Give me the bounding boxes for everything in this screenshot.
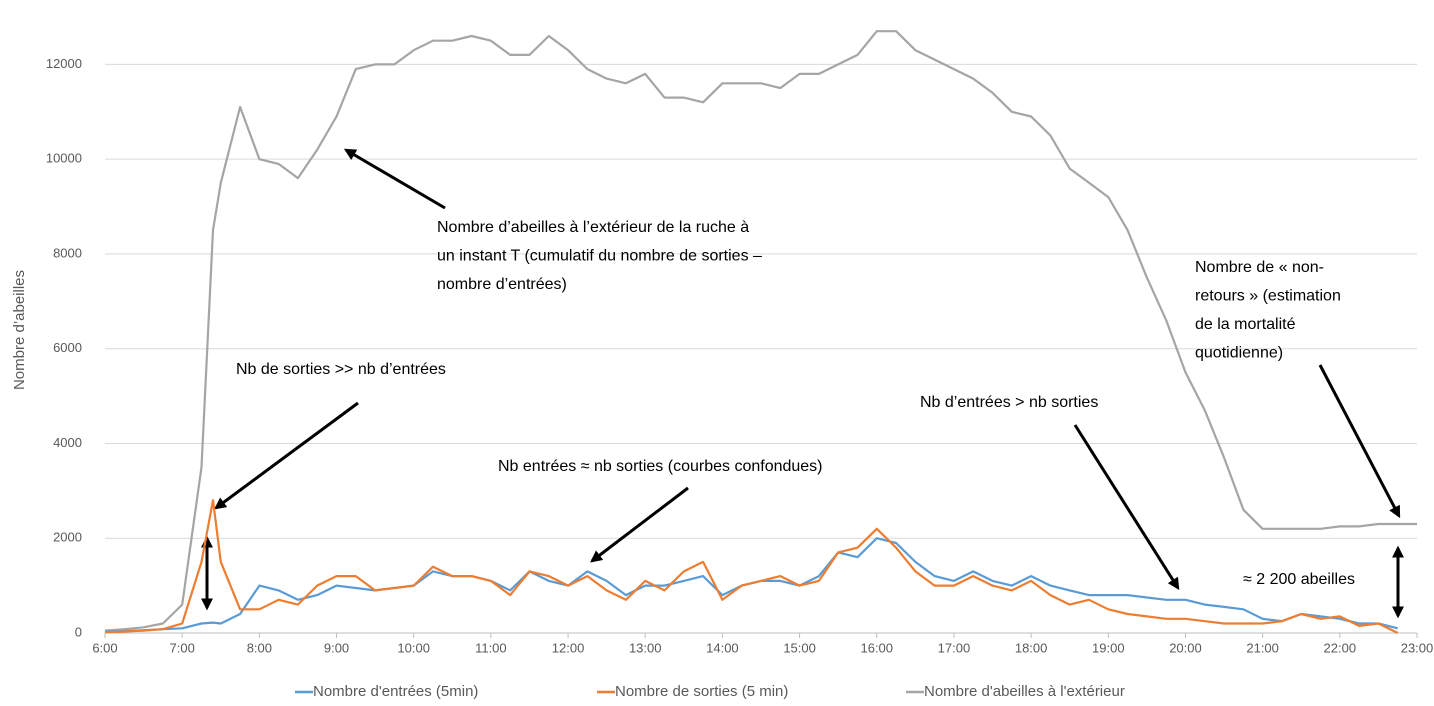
annotation: Nombre d’abeilles à l’extérieur de la ru…	[437, 219, 749, 236]
series-line	[104, 30, 1417, 632]
arrow	[590, 486, 689, 563]
y-tick-label: 0	[75, 624, 82, 639]
legend-label: Nombre d'entrées (5min)	[313, 683, 478, 700]
annotation: retours » (estimation	[1195, 288, 1341, 305]
annotation: un instant T (cumulatif du nombre de sor…	[437, 248, 762, 265]
x-tick-label: 15:00	[783, 640, 816, 655]
arrow	[1318, 364, 1401, 519]
y-tick-label: 2000	[53, 530, 82, 545]
arrow	[1073, 424, 1180, 591]
legend-label: Nombre d'abeilles à l'extérieur	[924, 683, 1125, 700]
annotation: Nb d’entrées > nb sorties	[920, 394, 1098, 411]
y-tick-label: 8000	[53, 245, 82, 260]
x-tick-label: 8:00	[247, 640, 272, 655]
y-tick-label: 6000	[53, 340, 82, 355]
annotation: quotidienne)	[1195, 345, 1283, 362]
y-tick-label: 4000	[53, 435, 82, 450]
legend-label: Nombre de sorties (5 min)	[615, 683, 788, 700]
x-tick-label: 17:00	[938, 640, 971, 655]
annotation: nombre d’entrées)	[437, 276, 567, 293]
annotation: de la mortalité	[1195, 316, 1296, 333]
x-tick-label: 9:00	[324, 640, 349, 655]
y-axis-title: Nombre d’abeilles	[11, 270, 28, 390]
x-tick-label: 14:00	[706, 640, 739, 655]
annotation: Nombre de « non-	[1195, 259, 1324, 276]
x-tick-label: 21:00	[1246, 640, 1279, 655]
annotation: Nb entrées ≈ nb sorties (courbes confond…	[498, 458, 823, 475]
x-tick-label: 20:00	[1169, 640, 1202, 655]
annotation: ≈ 2 200 abeilles	[1243, 571, 1355, 588]
series-line	[104, 537, 1398, 633]
x-tick-label: 11:00	[475, 640, 507, 655]
x-tick-label: 19:00	[1092, 640, 1125, 655]
x-tick-label: 7:00	[170, 640, 195, 655]
x-tick-label: 18:00	[1015, 640, 1048, 655]
x-tick-label: 22:00	[1324, 640, 1357, 655]
grid	[104, 63, 1418, 638]
annotation-arrows	[201, 148, 1404, 619]
series-line	[104, 499, 1399, 634]
x-tick-label: 16:00	[860, 640, 893, 655]
y-tick-label: 10000	[46, 151, 82, 166]
x-tick-label: 23:00	[1401, 640, 1434, 655]
arrow	[214, 401, 359, 510]
x-tick-label: 6:00	[92, 640, 117, 655]
annotation: Nb de sorties >> nb d’entrées	[236, 361, 446, 378]
x-tick-label: 12:00	[552, 640, 585, 655]
y-tick-label: 12000	[46, 56, 82, 71]
arrow	[343, 148, 446, 210]
x-tick-label: 10:00	[397, 640, 430, 655]
x-tick-label: 13:00	[629, 640, 662, 655]
